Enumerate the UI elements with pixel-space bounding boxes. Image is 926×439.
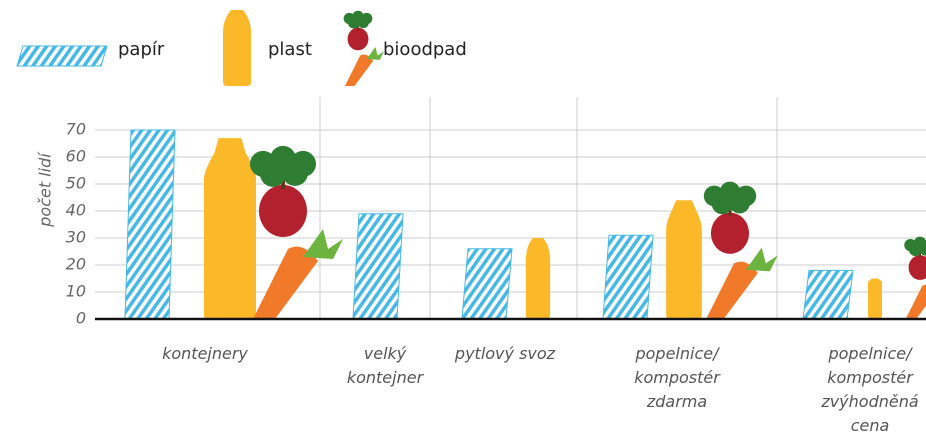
y-tick-label: 20 xyxy=(66,255,86,274)
page: počet lidí 0 10 20 30 40 50 60 70 papír plast bioo… xyxy=(0,0,926,439)
bio-stack xyxy=(704,182,778,319)
legend-label: bioodpad xyxy=(383,39,467,60)
bottle xyxy=(868,279,882,320)
apple xyxy=(259,185,307,237)
bio-stack xyxy=(904,237,926,319)
x-tick-label: popelnice/ kompostér zdarma xyxy=(602,342,752,414)
paper-stack xyxy=(462,249,512,319)
paper-stack xyxy=(125,130,175,319)
carrot xyxy=(706,262,758,319)
paper-stack xyxy=(353,214,403,319)
apple xyxy=(711,213,749,254)
y-tick-label: 50 xyxy=(66,174,86,193)
paper-stack xyxy=(603,235,653,319)
broccoli xyxy=(358,17,369,28)
bottle xyxy=(204,138,256,319)
carrot xyxy=(906,285,926,319)
x-tick-label: popelnice/ kompostér zvýhodněná cena xyxy=(795,342,926,438)
carrot xyxy=(345,55,373,86)
y-tick-label: 30 xyxy=(66,228,86,247)
chart: počet lidí 0 10 20 30 40 50 60 70 papír plast bioo… xyxy=(0,0,926,439)
broccoli xyxy=(282,160,308,186)
bottle xyxy=(223,10,251,86)
x-tick-label: pytlový svoz xyxy=(430,342,580,366)
bottle xyxy=(526,238,550,319)
carrot-leaves xyxy=(367,47,384,60)
bio-stack xyxy=(344,11,384,86)
bio-stack xyxy=(250,146,343,319)
y-tick-label: 60 xyxy=(66,147,86,166)
carrot-leaves xyxy=(303,229,343,259)
y-tick-label: 10 xyxy=(66,282,86,301)
x-tick-label: kontejnery xyxy=(130,342,280,366)
legend-label: plast xyxy=(268,39,312,60)
y-tick-label: 40 xyxy=(66,201,86,220)
paper-stack xyxy=(17,46,107,66)
carrot-leaves xyxy=(746,248,778,272)
y-tick-label: 0 xyxy=(76,309,86,328)
broccoli xyxy=(729,193,750,214)
paper-stack xyxy=(803,270,853,319)
bottle xyxy=(666,200,702,319)
y-tick-label: 70 xyxy=(66,120,86,139)
y-axis-label: počet lidí xyxy=(36,151,55,228)
apple xyxy=(348,28,369,51)
legend-label: papír xyxy=(118,39,165,60)
apple xyxy=(909,255,926,280)
carrot xyxy=(253,247,318,319)
